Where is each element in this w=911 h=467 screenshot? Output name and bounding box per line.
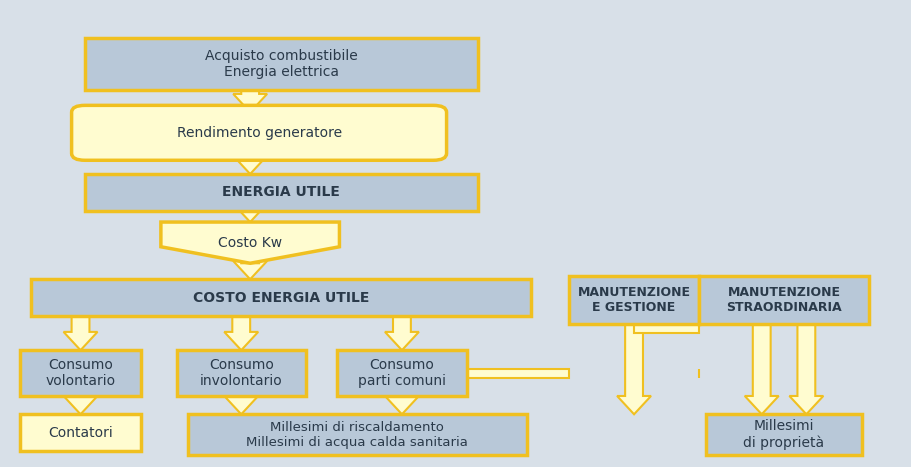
Text: COSTO ENERGIA UTILE: COSTO ENERGIA UTILE: [193, 290, 370, 304]
Polygon shape: [233, 204, 267, 222]
Text: Costo Kw: Costo Kw: [218, 236, 282, 250]
Polygon shape: [385, 316, 419, 350]
Polygon shape: [233, 261, 267, 279]
Polygon shape: [161, 222, 340, 263]
Polygon shape: [224, 316, 258, 350]
Bar: [706, 414, 862, 455]
Text: Millesimi
di proprietà: Millesimi di proprietà: [743, 419, 824, 450]
Text: Acquisto combustibile
Energia elettrica: Acquisto combustibile Energia elettrica: [205, 49, 358, 79]
Polygon shape: [64, 396, 97, 414]
Bar: [337, 350, 466, 396]
FancyBboxPatch shape: [72, 106, 446, 160]
Text: MANUTENZIONE
E GESTIONE: MANUTENZIONE E GESTIONE: [578, 286, 691, 314]
Bar: [177, 350, 306, 396]
Bar: [85, 38, 478, 91]
Text: MANUTENZIONE
STRAORDINARIA: MANUTENZIONE STRAORDINARIA: [726, 286, 842, 314]
Text: ENERGIA UTILE: ENERGIA UTILE: [222, 185, 341, 199]
Text: Contatori: Contatori: [48, 425, 113, 439]
Polygon shape: [466, 368, 569, 378]
Polygon shape: [224, 396, 258, 414]
Text: Rendimento generatore: Rendimento generatore: [177, 126, 342, 140]
Text: Millesimi di riscaldamento
Millesimi di acqua calda sanitaria: Millesimi di riscaldamento Millesimi di …: [246, 421, 468, 449]
Polygon shape: [745, 324, 779, 414]
Text: Consumo
volontario: Consumo volontario: [46, 358, 116, 388]
Text: Consumo
involontario: Consumo involontario: [200, 358, 282, 388]
Polygon shape: [64, 316, 97, 350]
Polygon shape: [790, 324, 824, 414]
Polygon shape: [385, 396, 419, 414]
Polygon shape: [617, 324, 651, 414]
Bar: [20, 350, 141, 396]
Polygon shape: [634, 324, 700, 333]
Bar: [85, 174, 478, 211]
Polygon shape: [233, 153, 267, 174]
Bar: [188, 414, 527, 455]
Polygon shape: [233, 91, 267, 112]
Bar: [20, 414, 141, 451]
Bar: [569, 276, 699, 324]
Bar: [31, 279, 531, 316]
Bar: [700, 276, 869, 324]
Text: Consumo
parti comuni: Consumo parti comuni: [358, 358, 445, 388]
